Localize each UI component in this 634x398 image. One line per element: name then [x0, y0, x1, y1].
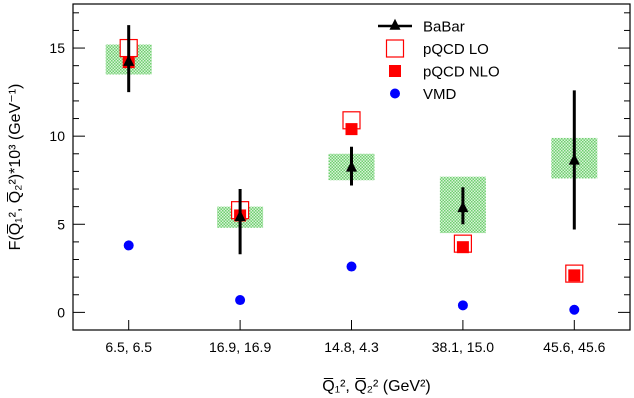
- legend-pqcd-lo-label: pQCD LO: [423, 41, 489, 58]
- y-tick-label: 5: [57, 216, 65, 232]
- babar-point: [345, 160, 358, 172]
- x-tick-label: 6.5, 6.5: [105, 339, 152, 355]
- legend-vmd-marker: [390, 88, 400, 99]
- data-marks-layer: [119, 25, 584, 315]
- pqcd-nlo-point: [345, 123, 358, 136]
- x-tick-label: 45.6, 45.6: [543, 339, 605, 355]
- x-tick-label: 14.8, 4.3: [324, 339, 379, 355]
- legend-pqcd-nlo-marker: [389, 65, 401, 77]
- babar-point: [568, 153, 580, 165]
- vmd-point: [569, 304, 580, 315]
- vmd-point: [457, 300, 468, 311]
- x-axis-title: Q̅₁², Q̅₂² (GeV²): [322, 377, 431, 395]
- legend-pqcd-lo-marker: [385, 39, 405, 58]
- y-axis-title: F(Q̅₁², Q̅₂²)*10³ (GeV⁻¹): [6, 84, 24, 251]
- legend-vmd-label: VMD: [423, 86, 457, 103]
- axes-layer: 0 5 10 15 6.5, 6.5 16.9, 16.9 14.8, 4.3 38.1, 1…: [49, 12, 630, 355]
- vmd-point: [235, 295, 246, 306]
- babar-point: [123, 54, 135, 66]
- y-tick-label: 0: [57, 304, 65, 320]
- syst-bands-layer: [105, 44, 598, 234]
- x-tick-label: 38.1, 15.0: [432, 339, 494, 355]
- vmd-point: [346, 261, 357, 272]
- babar-point: [457, 201, 469, 213]
- legend-babar-label: BaBar: [423, 19, 465, 36]
- legend: BaBar pQCD LO pQCD NLO VMD: [378, 18, 500, 103]
- legend-pqcd-nlo-label: pQCD NLO: [423, 64, 500, 81]
- y-tick-label: 10: [49, 128, 65, 144]
- legend-babar-marker: [389, 18, 401, 30]
- babar-point: [234, 209, 246, 221]
- pqcd-nlo-point: [456, 241, 469, 254]
- y-tick-label: 15: [49, 40, 65, 56]
- x-tick-label: 16.9, 16.9: [209, 339, 271, 355]
- vmd-point: [123, 240, 134, 251]
- pqcd-nlo-point: [568, 269, 581, 282]
